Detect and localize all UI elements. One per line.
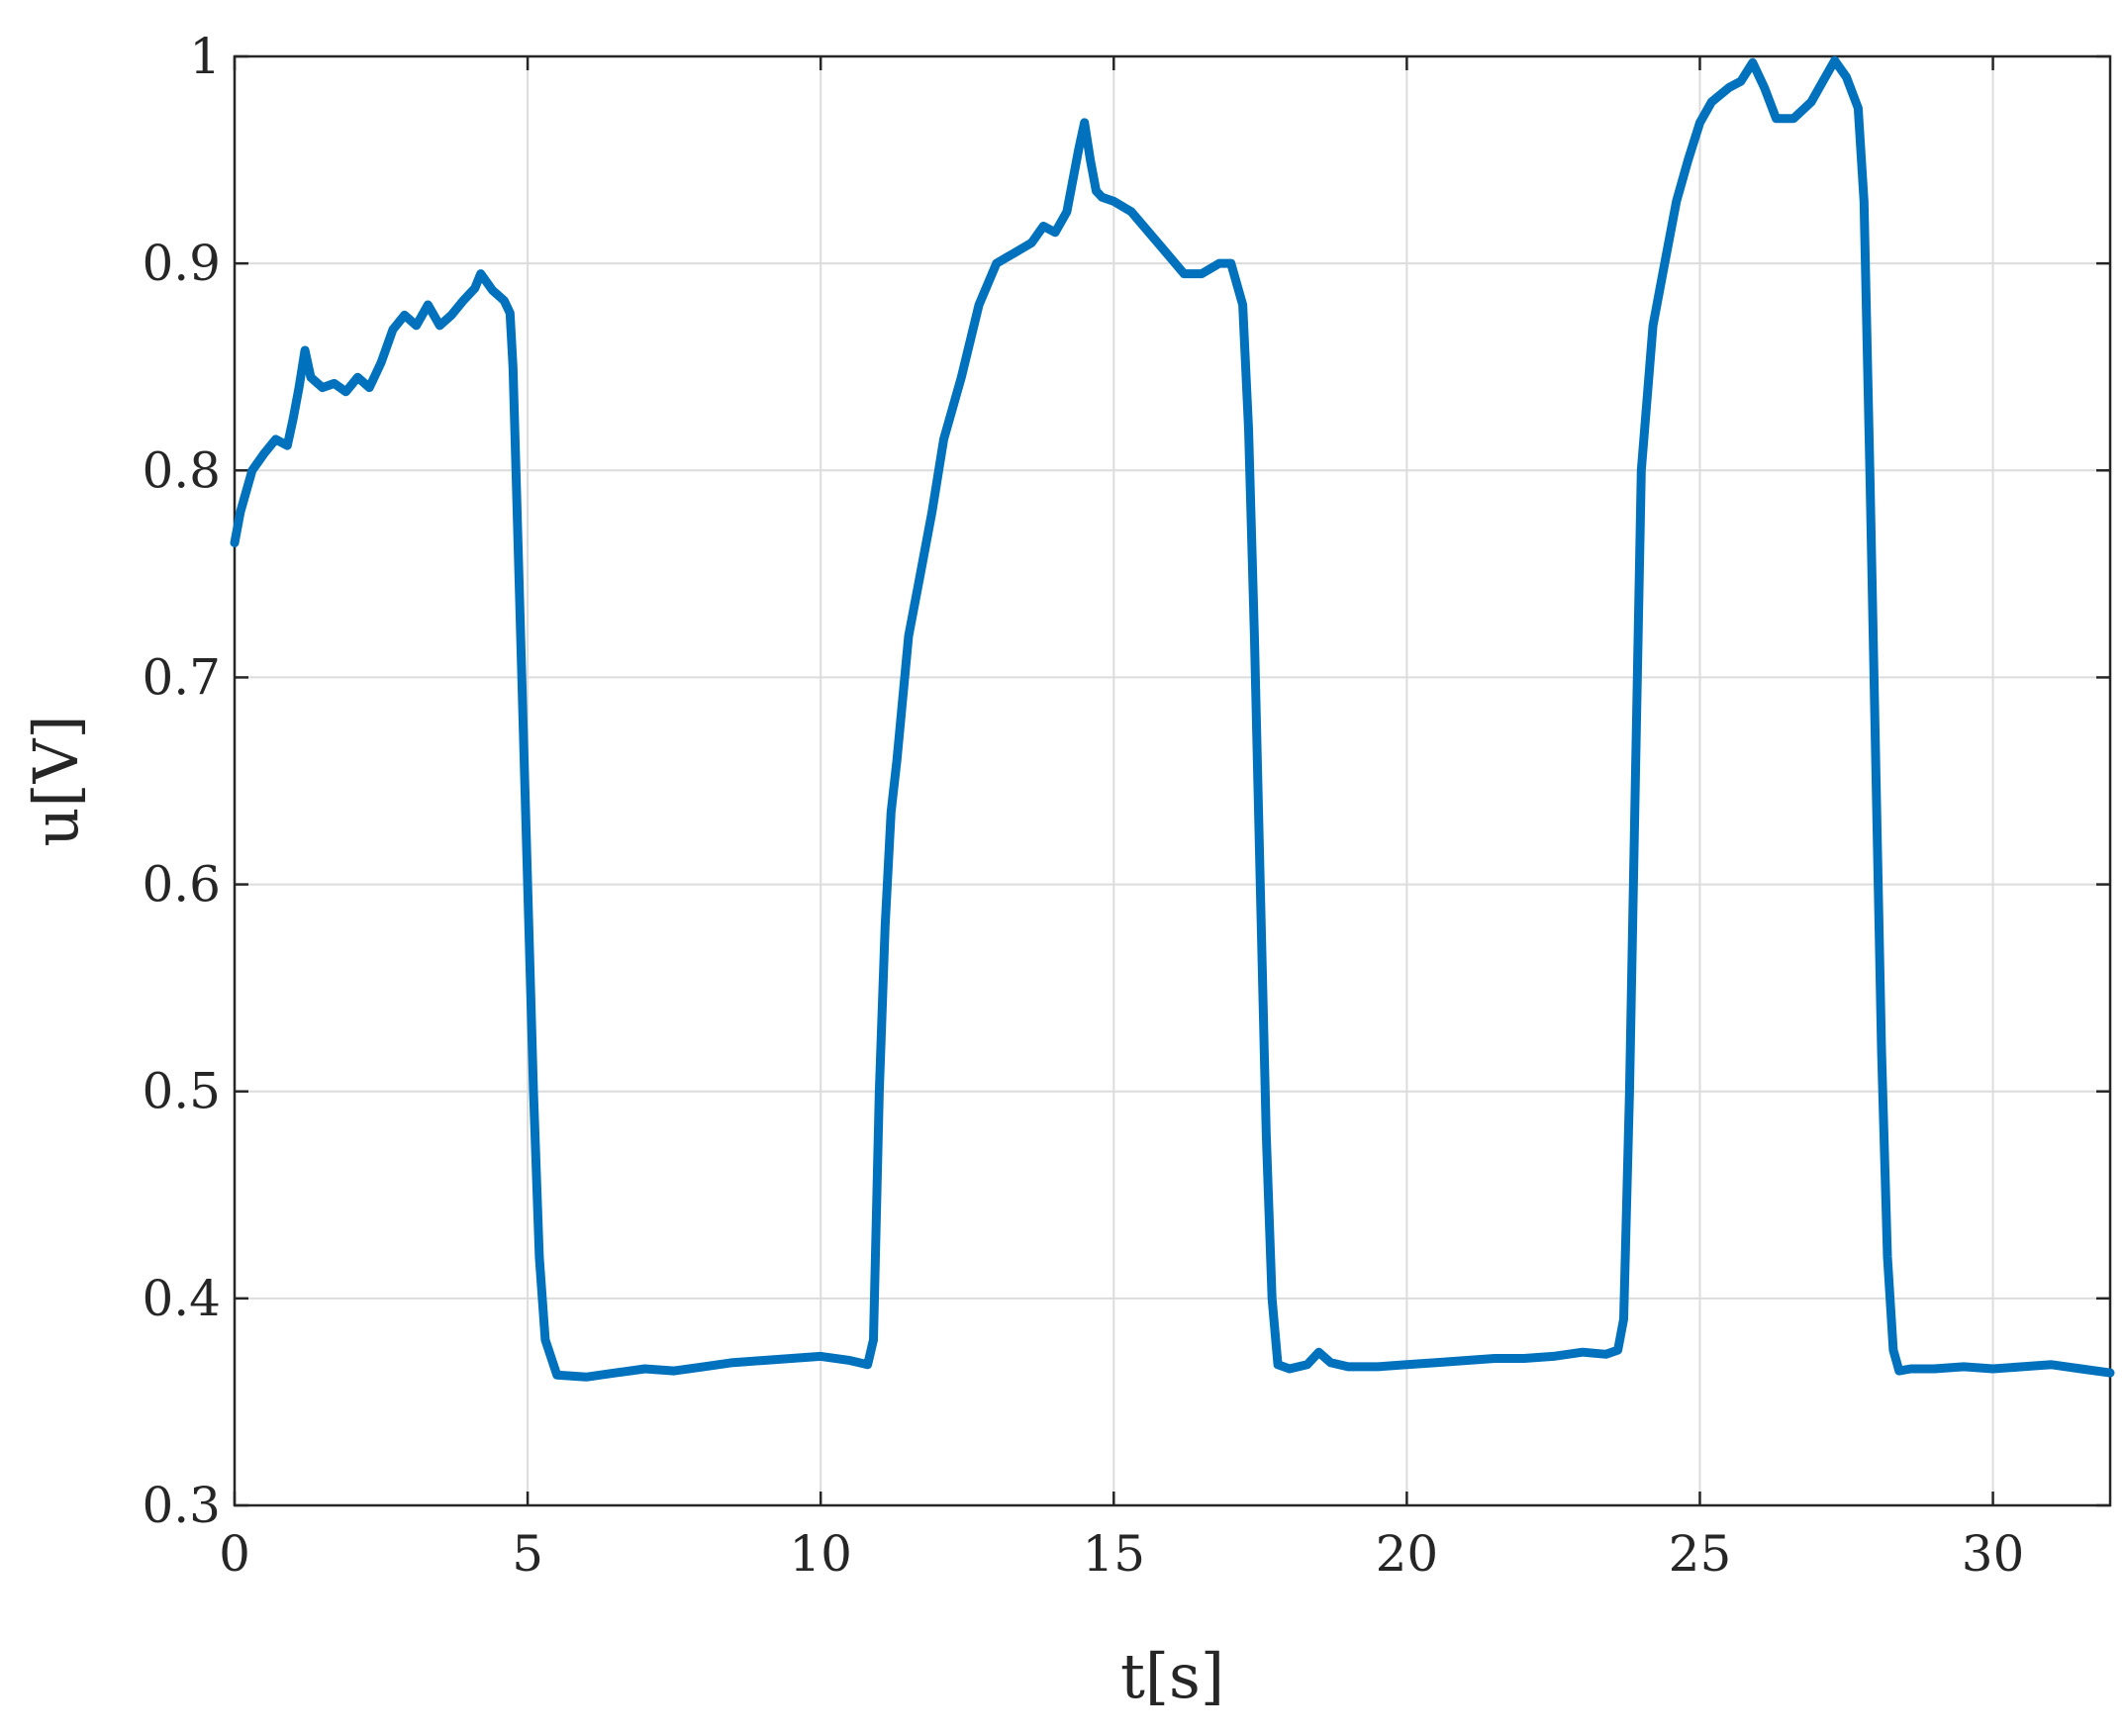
y-tick-label: 0.4	[142, 1270, 221, 1327]
x-tick-label: 15	[1082, 1525, 1145, 1583]
x-axis-tick-labels: 0 5 10 15 20 25 30	[219, 1525, 2024, 1583]
x-tick-label: 25	[1669, 1525, 1732, 1583]
y-tick-label: 0.7	[142, 648, 221, 706]
plot-area-frame	[233, 54, 2112, 1507]
y-tick-label: 0.5	[142, 1063, 221, 1120]
x-tick-label: 10	[789, 1525, 852, 1583]
axis-ticks	[233, 54, 2110, 1507]
y-tick-label: 0.8	[142, 441, 221, 499]
grid-lines	[235, 56, 2110, 1505]
x-tick-label: 5	[512, 1525, 543, 1583]
x-tick-label: 20	[1376, 1525, 1439, 1583]
x-tick-label: 0	[219, 1525, 250, 1583]
x-tick-label: 30	[1962, 1525, 2025, 1583]
y-tick-label: 0.6	[142, 856, 221, 914]
x-axis-label: t[s]	[1120, 1640, 1224, 1712]
y-axis-label: u[V]	[20, 715, 92, 846]
y-axis-tick-labels: 0.3 0.4 0.5 0.6 0.7 0.8 0.9 1	[142, 28, 221, 1534]
y-tick-label: 1	[189, 28, 221, 85]
y-tick-label: 0.9	[142, 235, 221, 292]
y-tick-label: 0.3	[142, 1477, 221, 1534]
series-line	[230, 55, 2115, 1382]
